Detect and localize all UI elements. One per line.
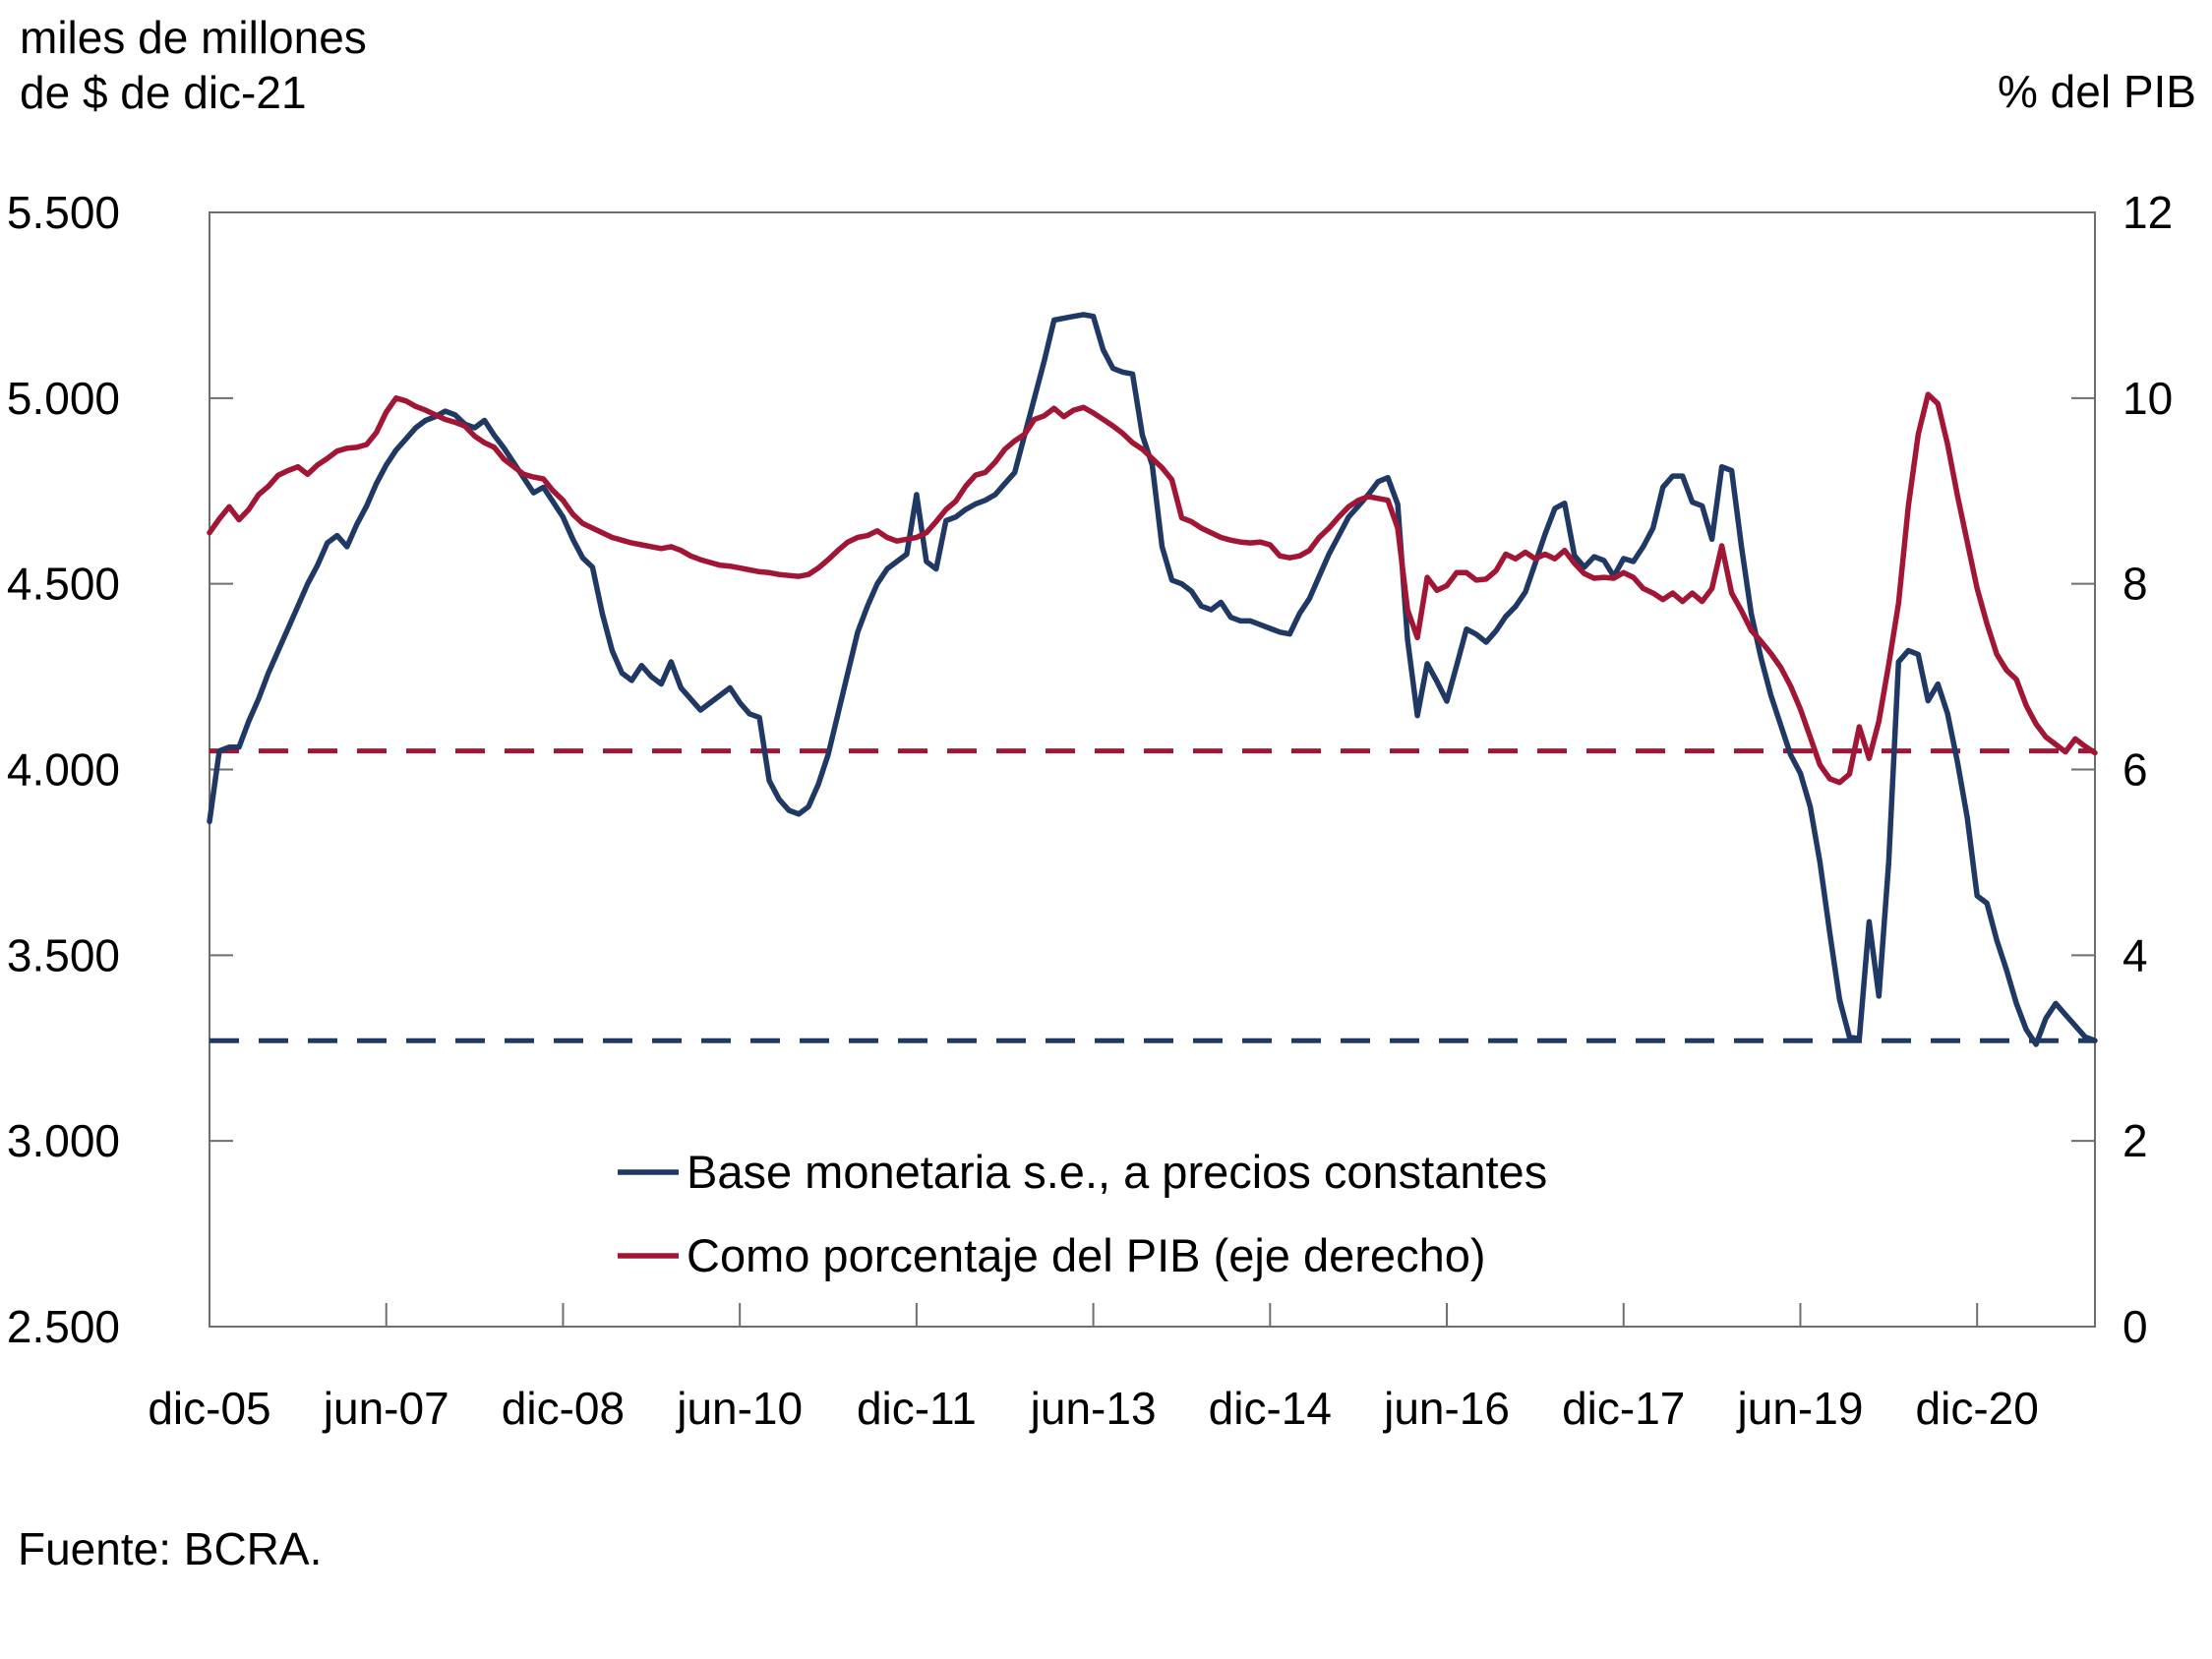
- x-axis-tick-label: jun-16: [1382, 1383, 1510, 1434]
- x-axis-tick-label: dic-11: [857, 1383, 977, 1434]
- left-axis-tick-label: 5.000: [7, 373, 120, 424]
- x-axis-tick-label: jun-10: [675, 1383, 803, 1434]
- x-axis-tick-label: dic-20: [1916, 1383, 2039, 1434]
- x-axis-tick-label: jun-13: [1029, 1383, 1157, 1434]
- x-axis-tick-label: dic-08: [502, 1383, 625, 1434]
- x-axis-tick-label: dic-14: [1209, 1383, 1332, 1434]
- left-axis-tick-label: 3.000: [7, 1115, 120, 1166]
- x-axis-tick-label: jun-19: [1736, 1383, 1864, 1434]
- x-axis-tick-label: dic-05: [148, 1383, 270, 1434]
- left-axis-title-line2: de $ de dic-21: [20, 67, 307, 119]
- right-axis-tick-label: 8: [2122, 559, 2148, 610]
- source-note: Fuente: BCRA.: [18, 1523, 323, 1574]
- right-axis-tick-label: 12: [2122, 187, 2173, 238]
- series-line-0: [207, 312, 2098, 1047]
- left-axis-title-line1: miles de millones: [20, 12, 367, 63]
- right-axis-tick-label: 6: [2122, 744, 2148, 796]
- left-axis-tick-label: 4.000: [7, 744, 120, 796]
- right-axis-tick-label: 0: [2122, 1301, 2148, 1352]
- left-axis-tick-label: 2.500: [7, 1301, 120, 1352]
- left-axis-tick-label: 5.500: [7, 187, 120, 238]
- right-axis-title: % del PIB: [1998, 66, 2196, 117]
- x-axis-tick-label: dic-17: [1562, 1383, 1685, 1434]
- right-axis-tick-label: 10: [2122, 373, 2173, 424]
- x-axis-tick-label: jun-07: [322, 1383, 449, 1434]
- left-axis-title: miles de millones de $ de dic-21: [20, 10, 367, 120]
- legend-label-1: Como porcentaje del PIB (eje derecho): [687, 1229, 1486, 1281]
- legend-label-0: Base monetaria s.e., a precios constante…: [687, 1146, 1547, 1198]
- right-axis-tick-label: 4: [2122, 929, 2148, 980]
- left-axis-tick-label: 4.500: [7, 559, 120, 610]
- left-axis-tick-label: 3.500: [7, 929, 120, 980]
- series-line-1: [207, 391, 2098, 786]
- right-axis-tick-label: 2: [2122, 1115, 2148, 1166]
